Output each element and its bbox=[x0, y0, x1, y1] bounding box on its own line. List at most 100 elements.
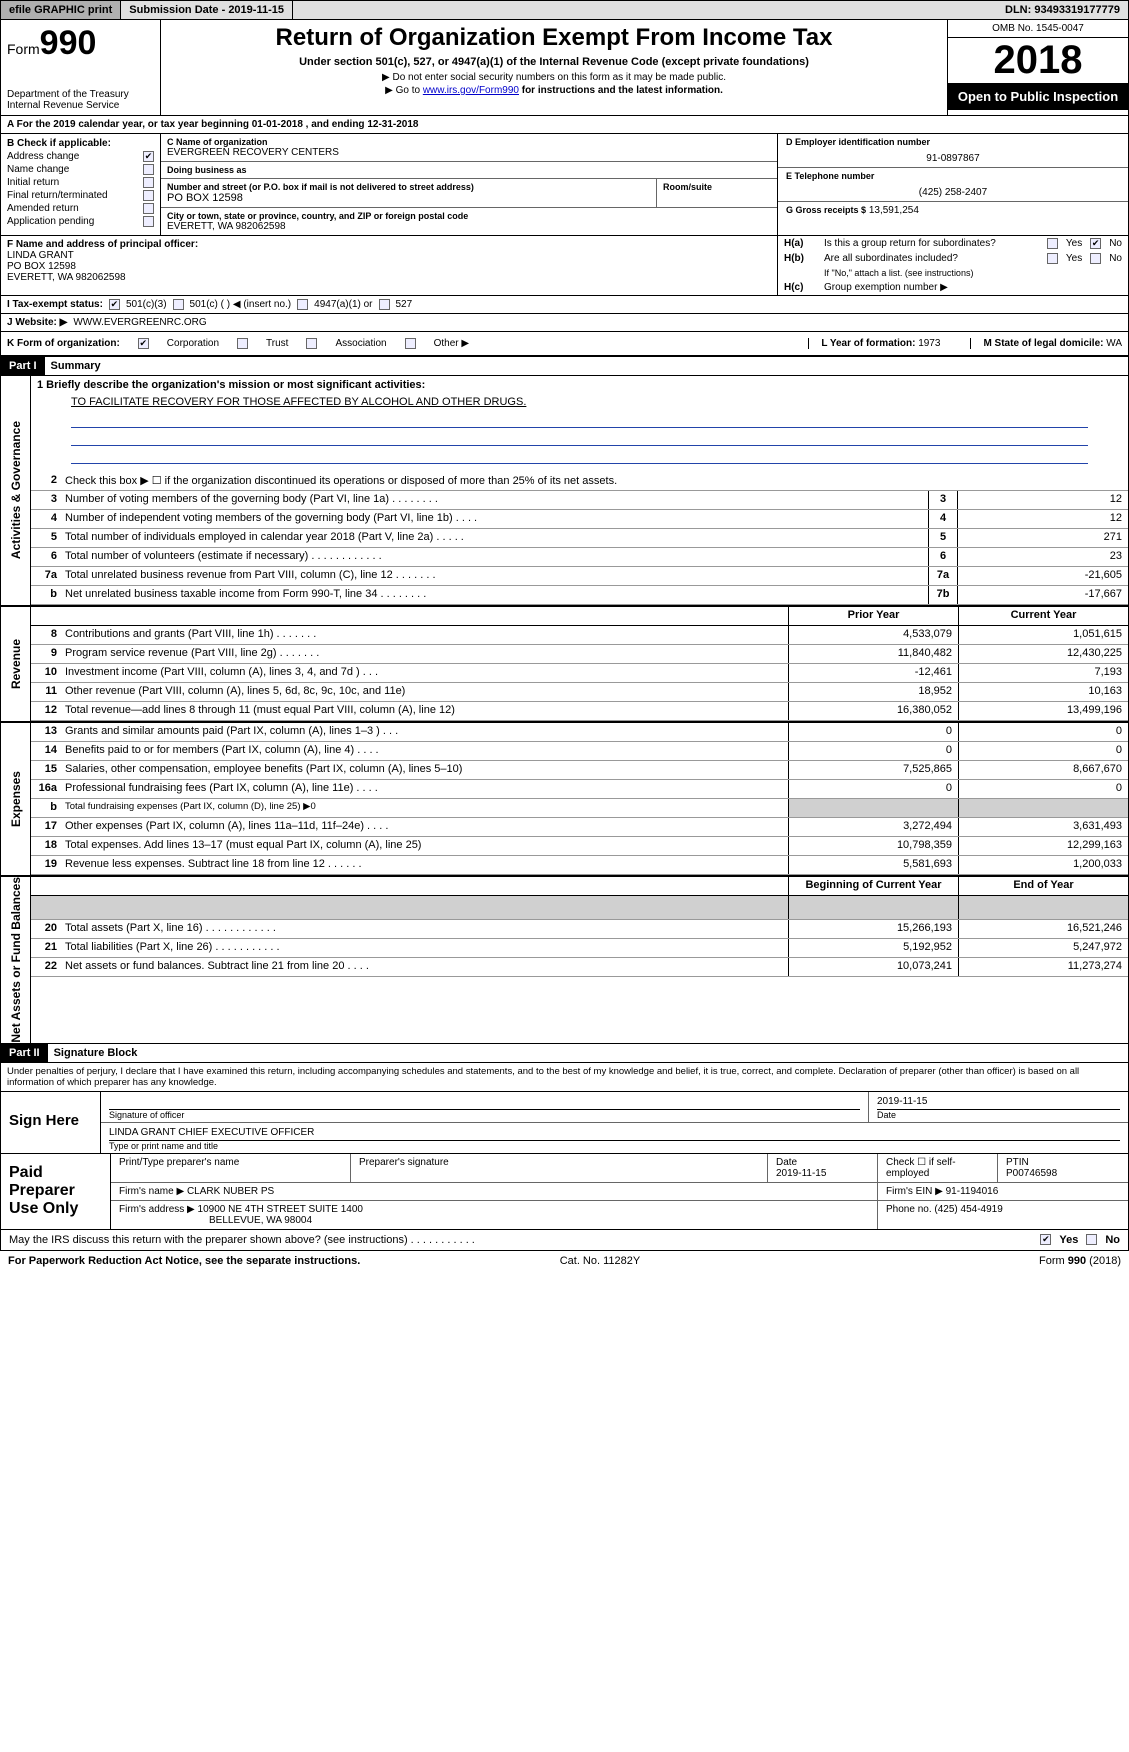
preparer-block: Paid Preparer Use Only Print/Type prepar… bbox=[0, 1154, 1129, 1230]
blank-line bbox=[71, 432, 1088, 446]
footer-cat: Cat. No. 11282Y bbox=[560, 1255, 641, 1267]
sign-here-label: Sign Here bbox=[1, 1092, 101, 1153]
phone-label: E Telephone number bbox=[786, 171, 1120, 181]
assoc-checkbox[interactable] bbox=[306, 338, 317, 349]
summary-line: 19Revenue less expenses. Subtract line 1… bbox=[31, 856, 1128, 875]
footer-left: For Paperwork Reduction Act Notice, see … bbox=[8, 1255, 360, 1267]
exp-side-label: Expenses bbox=[1, 723, 31, 875]
trust-checkbox[interactable] bbox=[237, 338, 248, 349]
street: PO BOX 12598 bbox=[167, 192, 650, 204]
summary-line: 3Number of voting members of the governi… bbox=[31, 491, 1128, 510]
city: EVERETT, WA 982062598 bbox=[167, 221, 771, 232]
f-block: F Name and address of principal officer:… bbox=[1, 236, 778, 295]
form-subtitle: Under section 501(c), 527, or 4947(a)(1)… bbox=[169, 56, 939, 68]
room-label: Room/suite bbox=[663, 182, 771, 192]
i-row: I Tax-exempt status: ✔501(c)(3) 501(c) (… bbox=[0, 296, 1129, 314]
summary-line: 9Program service revenue (Part VIII, lin… bbox=[31, 645, 1128, 664]
hb-yes-checkbox[interactable] bbox=[1047, 253, 1058, 264]
year-formation: 1973 bbox=[918, 338, 940, 349]
other-checkbox[interactable] bbox=[405, 338, 416, 349]
sign-block: Sign Here Signature of officer 2019-11-1… bbox=[0, 1092, 1129, 1154]
part2-header: Part II Signature Block bbox=[0, 1044, 1129, 1063]
corp-checkbox[interactable]: ✔ bbox=[138, 338, 149, 349]
summary-line: 6Total number of volunteers (estimate if… bbox=[31, 548, 1128, 567]
submission-date: Submission Date - 2019-11-15 bbox=[121, 1, 293, 19]
footer-form: Form 990 (2018) bbox=[1039, 1255, 1121, 1267]
summary-line: bTotal fundraising expenses (Part IX, co… bbox=[31, 799, 1128, 818]
501c3-checkbox[interactable]: ✔ bbox=[109, 299, 120, 310]
governance-section: Activities & Governance 1 Briefly descri… bbox=[0, 376, 1129, 607]
summary-line: bNet unrelated business taxable income f… bbox=[31, 586, 1128, 605]
discuss-no-checkbox[interactable] bbox=[1086, 1234, 1097, 1245]
summary-line: 13Grants and similar amounts paid (Part … bbox=[31, 723, 1128, 742]
block-bcd: B Check if applicable: Address change✔Na… bbox=[0, 134, 1129, 236]
f-h-row: F Name and address of principal officer:… bbox=[0, 236, 1129, 296]
ha-no-checkbox[interactable]: ✔ bbox=[1090, 238, 1101, 249]
ptin: P00746598 bbox=[1006, 1168, 1057, 1179]
omb-number: OMB No. 1545-0047 bbox=[948, 20, 1128, 38]
summary-line: 5Total number of individuals employed in… bbox=[31, 529, 1128, 548]
officer-name: LINDA GRANT bbox=[7, 250, 74, 261]
summary-line: 18Total expenses. Add lines 13–17 (must … bbox=[31, 837, 1128, 856]
summary-line: 10Investment income (Part VIII, column (… bbox=[31, 664, 1128, 683]
gov-side-label: Activities & Governance bbox=[1, 376, 31, 605]
officer-addr2: EVERETT, WA 982062598 bbox=[7, 272, 126, 283]
summary-line: 4Number of independent voting members of… bbox=[31, 510, 1128, 529]
website: WWW.EVERGREENRC.ORG bbox=[73, 317, 206, 328]
org-name-label: C Name of organization bbox=[167, 137, 771, 147]
instr-1: ▶ Do not enter social security numbers o… bbox=[169, 72, 939, 83]
501c-checkbox[interactable] bbox=[173, 299, 184, 310]
blank-line bbox=[71, 414, 1088, 428]
domicile: WA bbox=[1106, 338, 1122, 349]
summary-line: 8Contributions and grants (Part VIII, li… bbox=[31, 626, 1128, 645]
row-a: A For the 2019 calendar year, or tax yea… bbox=[0, 116, 1129, 134]
mission-text: TO FACILITATE RECOVERY FOR THOSE AFFECTE… bbox=[31, 394, 1128, 412]
col-d: D Employer identification number 91-0897… bbox=[778, 134, 1128, 235]
b-check-item: Amended return bbox=[7, 203, 154, 214]
b-label: B Check if applicable: bbox=[7, 138, 154, 149]
blank-line bbox=[71, 450, 1088, 464]
firm-addr1: 10900 NE 4TH STREET SUITE 1400 bbox=[198, 1204, 363, 1215]
form-number: 990 bbox=[40, 24, 97, 62]
b-checkbox[interactable] bbox=[143, 177, 154, 188]
col-b: B Check if applicable: Address change✔Na… bbox=[1, 134, 161, 235]
org-name: EVERGREEN RECOVERY CENTERS bbox=[167, 147, 771, 158]
tax-year: 2018 bbox=[948, 38, 1128, 83]
header-left: Form990 Department of the Treasury Inter… bbox=[1, 20, 161, 115]
ha-yes-checkbox[interactable] bbox=[1047, 238, 1058, 249]
ein: 91-0897867 bbox=[786, 153, 1120, 164]
rev-side-label: Revenue bbox=[1, 607, 31, 721]
dln: DLN: 93493319177779 bbox=[997, 1, 1128, 19]
officer-addr1: PO BOX 12598 bbox=[7, 261, 76, 272]
b-checkbox[interactable] bbox=[143, 203, 154, 214]
firm-ein: 91-1194016 bbox=[946, 1186, 999, 1197]
expenses-section: Expenses 13Grants and similar amounts pa… bbox=[0, 723, 1129, 877]
irs-link[interactable]: www.irs.gov/Form990 bbox=[423, 85, 519, 96]
mission-label: 1 Briefly describe the organization's mi… bbox=[37, 379, 425, 391]
gross-label: G Gross receipts $ bbox=[786, 205, 866, 215]
h-block: H(a) Is this a group return for subordin… bbox=[778, 236, 1128, 295]
header-center: Return of Organization Exempt From Incom… bbox=[161, 20, 948, 115]
hb-no-checkbox[interactable] bbox=[1090, 253, 1101, 264]
form-prefix: Form bbox=[7, 41, 40, 57]
summary-line: 20Total assets (Part X, line 16) . . . .… bbox=[31, 920, 1128, 939]
form-title: Return of Organization Exempt From Incom… bbox=[169, 24, 939, 52]
summary-line: 12Total revenue—add lines 8 through 11 (… bbox=[31, 702, 1128, 721]
summary-line: 21Total liabilities (Part X, line 26) . … bbox=[31, 939, 1128, 958]
b-checkbox[interactable] bbox=[143, 164, 154, 175]
phone: (425) 258-2407 bbox=[786, 187, 1120, 198]
527-checkbox[interactable] bbox=[379, 299, 390, 310]
revenue-section: Revenue Prior Year Current Year 8Contrib… bbox=[0, 607, 1129, 723]
discuss-yes-checkbox[interactable]: ✔ bbox=[1040, 1234, 1051, 1245]
top-bar: efile GRAPHIC print Submission Date - 20… bbox=[0, 0, 1129, 20]
efile-label: efile GRAPHIC print bbox=[1, 1, 121, 19]
discuss-row: May the IRS discuss this return with the… bbox=[0, 1230, 1129, 1251]
b-checkbox[interactable]: ✔ bbox=[143, 151, 154, 162]
b-checkbox[interactable] bbox=[143, 190, 154, 201]
col-c: C Name of organization EVERGREEN RECOVER… bbox=[161, 134, 778, 235]
b-checkbox[interactable] bbox=[143, 216, 154, 227]
summary-line: 2Check this box ▶ ☐ if the organization … bbox=[31, 472, 1128, 491]
4947-checkbox[interactable] bbox=[297, 299, 308, 310]
prep-date: 2019-11-15 bbox=[776, 1168, 826, 1179]
b-check-item: Application pending bbox=[7, 216, 154, 227]
